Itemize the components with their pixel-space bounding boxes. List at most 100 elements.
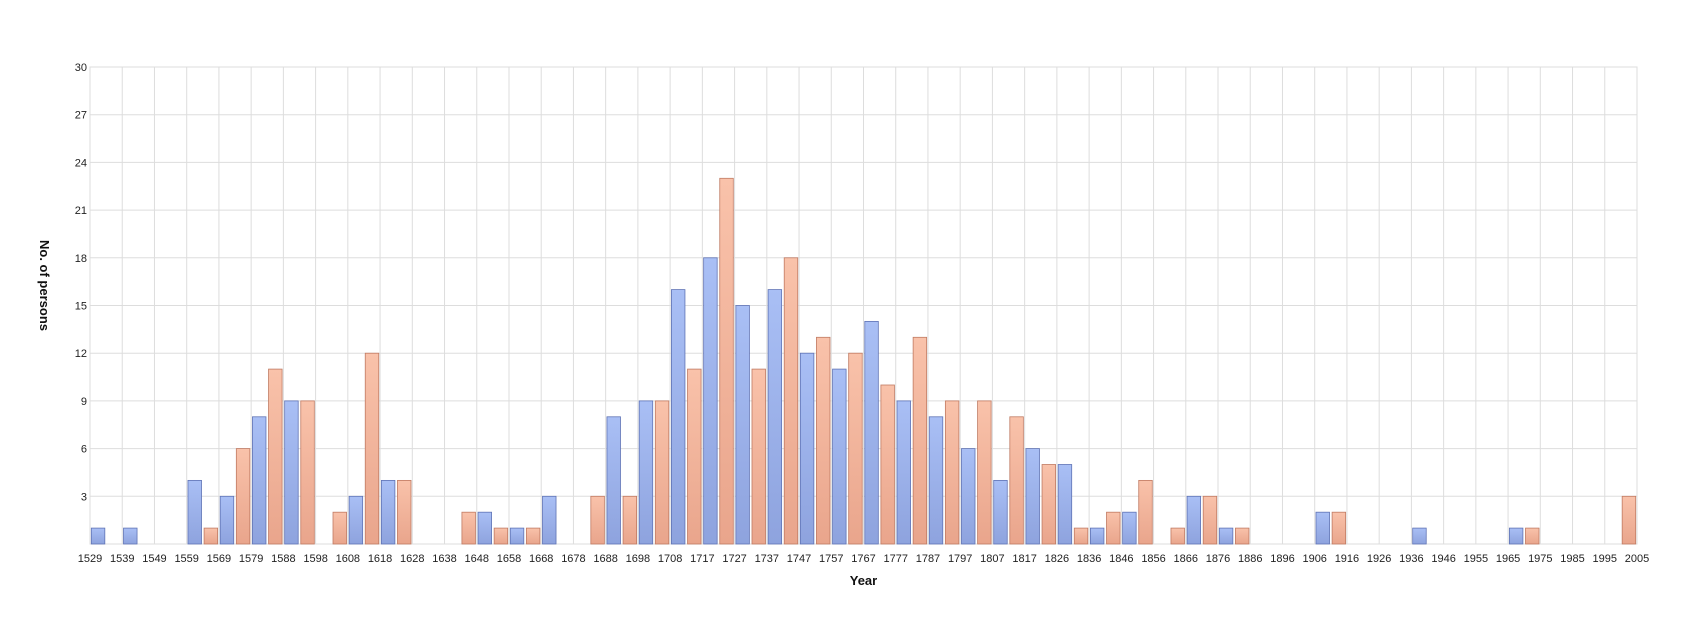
bar-orange — [1073, 527, 1089, 545]
bar-blue — [1186, 495, 1202, 545]
bar-orange — [912, 336, 928, 545]
x-tick-label: 1539 — [110, 553, 134, 565]
bar-blue — [187, 479, 202, 545]
bar-blue — [1089, 527, 1105, 545]
x-tick-label: 1777 — [883, 553, 907, 565]
x-tick-label: 1817 — [1012, 553, 1036, 565]
bar-blue — [380, 479, 396, 545]
x-tick-label: 1767 — [851, 553, 875, 565]
bar-blue — [252, 416, 267, 545]
x-tick-label: 1826 — [1045, 553, 1069, 565]
x-tick-label: 1658 — [497, 553, 521, 565]
y-tick-label: 3 — [81, 491, 87, 503]
x-tick-label: 1638 — [432, 553, 456, 565]
y-tick-label: 21 — [75, 205, 87, 217]
x-tick-label: 1688 — [593, 553, 617, 565]
x-tick-label: 1747 — [787, 553, 811, 565]
bar-orange — [1621, 495, 1637, 545]
x-tick-label: 1896 — [1270, 553, 1294, 565]
bar-orange — [816, 336, 831, 545]
y-tick-label: 6 — [81, 444, 87, 456]
bar-orange — [1235, 527, 1250, 545]
x-tick-label: 1975 — [1528, 553, 1552, 565]
bar-orange — [751, 368, 766, 545]
x-tick-label: 1787 — [916, 553, 940, 565]
x-tick-label: 1529 — [78, 553, 102, 565]
y-tick-label: 12 — [75, 348, 87, 360]
bar-blue — [509, 527, 525, 545]
x-tick-label: 1559 — [174, 553, 198, 565]
grid — [89, 66, 1638, 545]
bar-orange — [719, 177, 734, 545]
x-tick-label: 1807 — [980, 553, 1004, 565]
bar-blue — [928, 416, 944, 545]
x-tick-label: 1965 — [1496, 553, 1520, 565]
x-tick-label: 1886 — [1238, 553, 1262, 565]
x-tick-label: 1936 — [1399, 553, 1423, 565]
bar-orange — [783, 257, 799, 545]
bar-orange — [1202, 495, 1218, 545]
x-tick-label: 1797 — [948, 553, 972, 565]
bar-orange — [332, 511, 347, 545]
bar-blue — [542, 495, 557, 545]
bar-blue — [961, 448, 976, 545]
bar-orange — [1041, 464, 1056, 545]
bar-blue — [348, 495, 364, 545]
bar-blue — [219, 495, 235, 545]
bar-orange — [525, 527, 541, 545]
bar-orange — [268, 368, 283, 545]
bar-blue — [1025, 448, 1040, 545]
bar-blue — [735, 305, 750, 545]
x-tick-label: 1946 — [1431, 553, 1455, 565]
x-tick-label: 1717 — [690, 553, 714, 565]
y-tick-label: 27 — [75, 110, 87, 122]
x-tick-labels: 1529 1539 1549 1559 1569 1579 1588 1598 1608 1618… — [78, 553, 1649, 565]
bar-blue — [1218, 527, 1234, 545]
bar-orange — [461, 511, 476, 545]
bar-orange — [1138, 479, 1153, 545]
bar-orange — [880, 384, 895, 545]
bar-orange — [300, 400, 315, 545]
x-tick-label: 1876 — [1206, 553, 1230, 565]
y-tick-label: 30 — [75, 62, 87, 74]
x-tick-label: 1916 — [1335, 553, 1359, 565]
bar-orange — [1009, 416, 1024, 545]
bar-blue — [703, 257, 718, 545]
bar-blue — [606, 416, 621, 545]
bar-orange — [397, 479, 412, 545]
bar-blue — [1315, 511, 1330, 545]
x-tick-label: 1618 — [368, 553, 392, 565]
x-tick-label: 1579 — [239, 553, 263, 565]
x-tick-label: 1985 — [1560, 553, 1584, 565]
y-tick-label: 24 — [75, 157, 87, 169]
bar-blue — [993, 479, 1008, 545]
bar-blue — [1412, 527, 1427, 545]
bar-blue — [123, 527, 138, 545]
bar-blue — [477, 511, 492, 545]
bar-blue — [638, 400, 654, 545]
x-tick-label: 1737 — [755, 553, 779, 565]
y-axis-title: No. of persons — [37, 240, 52, 331]
x-tick-label: 1648 — [465, 553, 489, 565]
bar-orange — [1170, 527, 1185, 545]
bar-blue — [90, 527, 106, 545]
x-axis-title: Year — [850, 573, 877, 588]
x-tick-label: 1856 — [1141, 553, 1165, 565]
bar-blue — [799, 352, 815, 545]
x-tick-label: 1906 — [1302, 553, 1326, 565]
bar-orange — [944, 400, 960, 545]
x-tick-label: 1757 — [819, 553, 843, 565]
x-tick-label: 1727 — [722, 553, 746, 565]
bar-blue — [767, 289, 783, 545]
bar-orange — [203, 527, 219, 545]
bar-orange — [654, 400, 670, 545]
bar-orange — [687, 368, 702, 545]
bar-orange — [977, 400, 992, 545]
x-tick-label: 1866 — [1174, 553, 1198, 565]
x-tick-label: 1678 — [561, 553, 585, 565]
bar-blue — [1057, 464, 1073, 545]
bar-orange — [235, 448, 251, 545]
x-tick-label: 1549 — [142, 553, 166, 565]
y-tick-label: 15 — [75, 301, 87, 313]
